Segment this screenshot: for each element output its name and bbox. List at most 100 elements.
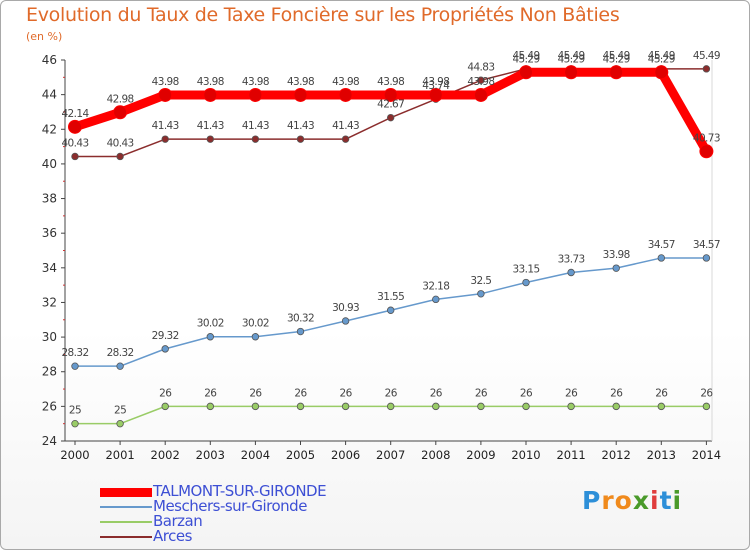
data-label: 26 [475,387,488,399]
data-point [387,113,395,122]
data-label: 26 [565,387,578,399]
data-point [657,254,665,262]
legend-label: TALMONT-SUR-GIRONDE [153,482,327,500]
data-point [387,402,395,411]
data-point [428,87,443,102]
y-tick-label: 42 [42,122,57,136]
logo-letter: i [672,486,683,515]
data-point [702,402,711,411]
data-point [206,333,214,341]
data-label: 45.29 [648,53,675,65]
data-point [477,76,485,84]
data-point [567,402,575,411]
legend-item: Meschers-sur-Gironde [100,497,400,515]
x-tick-label: 2001 [105,448,134,462]
data-point [341,402,350,411]
data-label: 44.83 [467,61,494,73]
data-point [251,333,260,341]
legend-label: Barzan [153,512,203,530]
y-tick-label: 26 [42,399,57,413]
data-label: 28.32 [61,347,88,359]
data-point [206,402,214,411]
unit-label: (en %) [26,30,63,43]
data-point [116,152,124,161]
data-point [293,87,308,102]
y-tick-label: 46 [42,53,57,67]
logo-letter: o [614,486,633,515]
legend-swatch [100,521,152,523]
data-label: 41.43 [287,120,314,132]
data-point [248,87,263,102]
data-label: 43.98 [197,76,224,88]
x-tick-label: 2011 [556,448,585,462]
legend-swatch [100,506,152,508]
data-label: 41.43 [197,120,224,132]
data-label: 43.98 [467,76,494,88]
data-label: 43.74 [422,80,450,92]
data-point [158,87,173,102]
legend-label: Arces [153,527,192,545]
data-point [341,135,350,143]
data-point [387,306,395,314]
y-tick-label: 36 [42,226,57,240]
data-point [432,295,440,304]
data-point [296,135,305,143]
data-point [71,152,79,161]
legend-item: Arces [100,527,400,545]
data-label: 41.43 [152,120,179,132]
data-point [702,254,711,262]
logo-letter: r [601,486,615,515]
legend-item: Barzan [100,512,400,530]
data-label: 42.98 [107,93,134,105]
series-barzan [71,402,711,428]
data-point [564,65,579,80]
data-label: 30.32 [287,313,314,325]
data-label: 30.02 [242,318,269,330]
data-point [522,278,530,287]
data-label: 26 [610,387,623,399]
data-label: 45.29 [603,53,630,65]
data-point [699,144,714,159]
data-point [116,362,124,370]
data-point [702,65,711,73]
data-point [116,419,124,428]
data-label: 40.43 [61,137,88,149]
x-tick-label: 2005 [286,448,315,462]
data-label: 41.43 [242,120,269,132]
data-point [477,290,485,298]
data-label: 26 [700,387,713,399]
data-point [71,362,79,370]
logo-letter: P [582,486,602,515]
data-label: 26 [159,387,172,399]
data-point [296,327,305,336]
x-tick-label: 2008 [421,448,450,462]
data-point [657,402,665,411]
data-label: 40.73 [693,132,720,144]
data-label: 43.98 [422,76,449,88]
data-label: 25 [114,405,126,417]
data-point [383,87,398,102]
data-point [161,402,169,411]
data-label: 26 [655,387,668,399]
y-tick-label: 32 [42,295,57,309]
x-tick-label: 2009 [466,448,495,462]
data-label: 32.18 [422,280,449,292]
data-label: 26 [204,387,217,399]
data-label: 42.67 [377,99,404,111]
data-label: 45.49 [603,50,630,62]
data-label: 45.29 [512,53,539,65]
data-label: 42.14 [61,108,89,120]
data-label: 40.43 [107,137,134,149]
data-label: 45.49 [648,50,675,62]
data-point [68,119,82,134]
data-label: 43.98 [332,76,359,88]
chart-title: Evolution du Taux de Taxe Foncière sur l… [26,4,620,26]
data-point [206,135,214,143]
data-label: 26 [340,387,353,399]
logo-letter: x [632,486,650,515]
data-point [161,135,169,143]
data-point [161,345,169,353]
data-point [609,65,624,80]
data-point [612,402,620,411]
data-label: 45.29 [558,53,585,65]
